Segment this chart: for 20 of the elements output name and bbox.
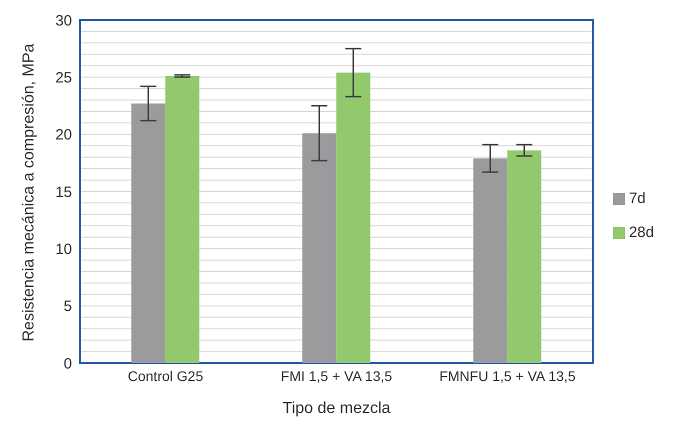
bar	[302, 133, 336, 363]
y-tick-label: 25	[55, 69, 72, 86]
y-tick-label: 20	[55, 126, 72, 144]
y-axis-title: Resistencia mecánica a compresión, MPa	[20, 43, 38, 342]
bar	[336, 72, 370, 363]
legend-label: 7d	[628, 190, 646, 206]
y-tick-label: 0	[64, 355, 72, 372]
x-tick-label: FMNFU 1,5 + VA 13,5	[439, 368, 576, 384]
x-tick-label: Control G25	[128, 368, 204, 384]
y-tick-label: 30	[55, 12, 72, 30]
x-tick-label: FMI 1,5 + VA 13,5	[280, 368, 392, 384]
legend-label: 28d	[628, 224, 654, 240]
bar	[165, 76, 200, 363]
bar	[131, 103, 166, 363]
y-tick-label: 5	[64, 298, 72, 316]
bar	[507, 150, 542, 363]
bar	[473, 158, 508, 363]
y-tick-label: 10	[55, 240, 72, 258]
y-tick-label: 15	[55, 184, 72, 201]
x-axis-title: Tipo de mezcla	[282, 400, 391, 417]
